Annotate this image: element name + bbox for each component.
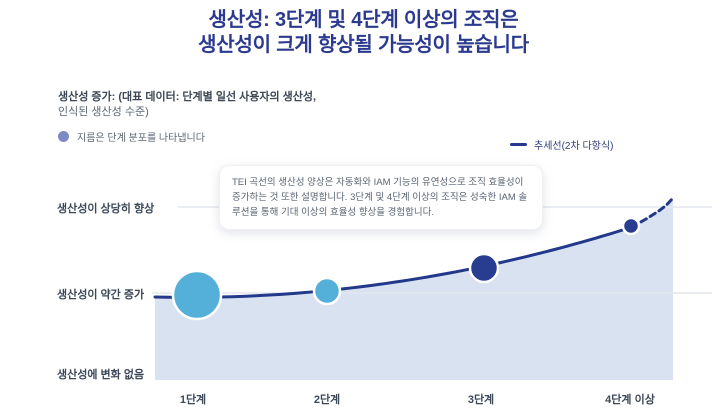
page-title-line1: 생산성: 3단계 및 4단계 이상의 조직은 <box>208 9 519 31</box>
x-axis-label-stage2: 2단계 <box>313 394 341 406</box>
y-axis-label-none: 생산성에 변화 없음 <box>57 369 145 381</box>
chart-subtitle: 생산성 증가: (대표 데이터: 단계별 일선 사용자의 생산성, 인식된 생산… <box>58 90 316 120</box>
x-axis-label-stage3: 3단계 <box>467 394 495 406</box>
chart-subtitle-regular: 인식된 생산성 수준) <box>58 106 149 118</box>
y-axis-label-mid: 생산성이 약간 증가 <box>57 289 145 301</box>
legend-trendline: 추세선(2차 다항식) <box>510 137 613 152</box>
x-axis-label-stage4plus: 4단계 이상 <box>605 394 655 406</box>
trendline-legend-icon <box>510 142 527 147</box>
legend-bubble-size: 지름은 단계 분포를 나타냅니다 <box>58 129 205 144</box>
page-title: 생산성: 3단계 및 4단계 이상의 조직은 생산성이 크게 향상될 가능성이 … <box>0 8 727 58</box>
x-axis-label-stage1: 1단계 <box>179 394 207 406</box>
chart-subtitle-bold: 생산성 증가: (대표 데이터: 단계별 일선 사용자의 생산성, <box>58 91 317 103</box>
bubble-legend-icon <box>58 131 69 142</box>
trendline-legend-label: 추세선(2차 다항식) <box>534 141 614 152</box>
y-axis-label-high: 생산성이 상당히 향상 <box>57 203 155 215</box>
page-title-line2: 생산성이 크게 향상될 가능성이 높습니다 <box>198 34 529 56</box>
bubble-legend-label: 지름은 단계 분포를 나타냅니다 <box>77 133 205 144</box>
chart-callout-tooltip: TEI 곡선의 생산성 양상은 자동화와 IAM 기능의 유연성으로 조직 효율… <box>219 165 543 230</box>
chart-callout-text: TEI 곡선의 생산성 양상은 자동화와 IAM 기능의 유연성으로 조직 효율… <box>232 177 528 218</box>
